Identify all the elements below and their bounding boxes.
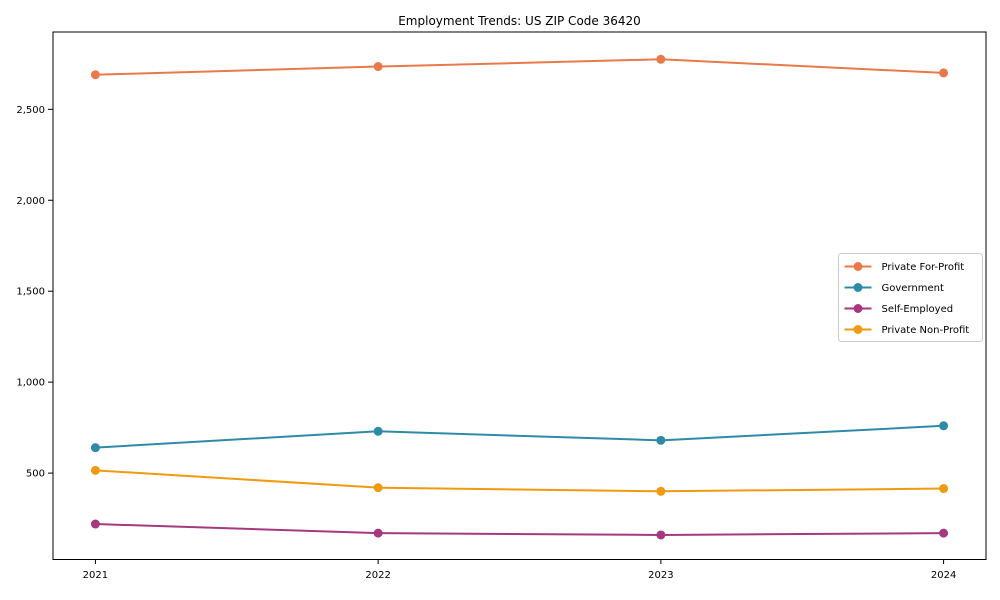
- data-point-marker: [373, 528, 383, 538]
- legend-item: Private Non-Profit: [844, 325, 970, 336]
- legend-item: Private For-Profit: [844, 262, 965, 273]
- series-line: [94, 424, 945, 449]
- y-tick-label: 1,500: [16, 287, 45, 298]
- legend-marker: [853, 304, 863, 313]
- data-point-marker: [90, 443, 100, 453]
- legend-item: Self-Employed: [844, 304, 954, 315]
- data-point-marker: [939, 421, 949, 431]
- data-point-marker: [656, 54, 666, 64]
- legend-label: Private For-Profit: [882, 262, 965, 273]
- y-tick-label: 1,000: [16, 378, 45, 389]
- x-tick-label: 2024: [931, 570, 956, 581]
- x-tick-label: 2021: [83, 570, 108, 581]
- data-point-marker: [656, 435, 666, 445]
- y-tick-label: 2,500: [16, 105, 45, 116]
- legend-box: [838, 253, 983, 342]
- legend-item: Government: [844, 283, 944, 294]
- legend-label: Private Non-Profit: [882, 325, 970, 336]
- data-point-marker: [90, 465, 100, 475]
- data-point-marker: [90, 70, 100, 80]
- series-line: [94, 469, 945, 493]
- series-line: [94, 58, 945, 76]
- data-point-marker: [90, 519, 100, 529]
- legend-label: Self-Employed: [882, 304, 954, 315]
- plot-area: 500 1,000 1,500 2,000 2,500 2021 2022 2023 2024 P…: [16, 31, 987, 581]
- data-point-marker: [373, 483, 383, 493]
- x-tick-label: 2022: [365, 570, 390, 581]
- y-tick-label: 500: [26, 469, 45, 480]
- data-point-marker: [656, 530, 666, 540]
- data-point-marker: [939, 68, 949, 78]
- data-point-marker: [939, 528, 949, 538]
- legend-marker: [853, 283, 863, 292]
- y-tick-label: 2,000: [16, 196, 45, 207]
- legend-marker: [853, 262, 863, 271]
- series-line: [94, 523, 945, 536]
- legend: Private For-Profit Government Self-Employe…: [838, 253, 983, 342]
- legend-label: Government: [882, 283, 944, 294]
- axes-frame: [52, 31, 987, 560]
- x-tick-label: 2023: [648, 570, 673, 581]
- legend-marker: [853, 325, 863, 334]
- data-point-marker: [939, 484, 949, 494]
- data-point-marker: [656, 486, 666, 496]
- data-point-marker: [373, 426, 383, 436]
- data-point-marker: [373, 62, 383, 72]
- chart-title: Employment Trends: US ZIP Code 36420: [398, 14, 641, 28]
